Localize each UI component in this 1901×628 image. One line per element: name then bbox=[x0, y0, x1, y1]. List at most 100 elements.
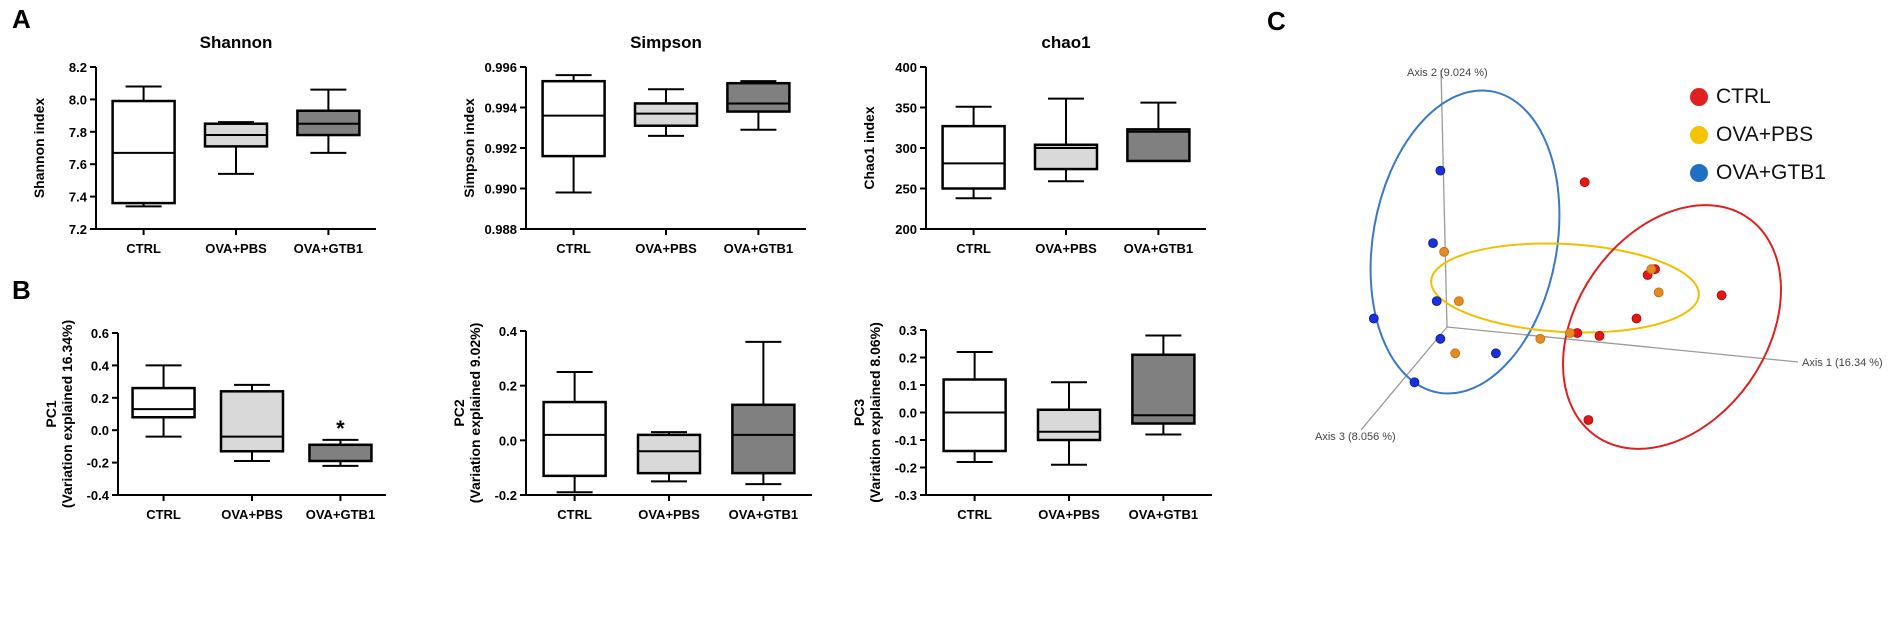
pcoa-point-gtb1 bbox=[1409, 377, 1420, 388]
pc1-y-tick-label: 0.6 bbox=[91, 326, 109, 341]
pcoa-point-gtb1 bbox=[1435, 165, 1446, 176]
pc1-x-tick-label: OVA+GTB1 bbox=[306, 507, 375, 522]
pcoa-point-ctrl bbox=[1631, 313, 1642, 324]
chao1-box-2 bbox=[1126, 101, 1191, 163]
pc2-box-1 bbox=[636, 431, 702, 483]
shannon-x-tick-label: OVA+GTB1 bbox=[294, 241, 363, 256]
pc3-ylabel-2: (Variation explained 8.06%) bbox=[867, 322, 883, 503]
pc3-box-rect bbox=[1131, 353, 1196, 425]
pc1-box-1 bbox=[219, 383, 285, 462]
legend-label-gtb1: OVA+GTB1 bbox=[1716, 161, 1826, 184]
pcoa-ellipse-ctrl bbox=[1562, 204, 1782, 450]
pc1-y-tick-label: -0.2 bbox=[87, 456, 109, 471]
pcoa-point-pbs bbox=[1453, 296, 1464, 307]
simpson-y-tick-label: 0.988 bbox=[484, 222, 517, 237]
pc3-y-tick-label: 0.1 bbox=[899, 378, 917, 393]
chao1-y-tick-label: 350 bbox=[895, 101, 917, 116]
simpson-box-2 bbox=[726, 80, 791, 131]
pc1-box-0 bbox=[131, 364, 196, 438]
pcoa-axis-3-line bbox=[1360, 326, 1448, 431]
pcoa-axis-2-label: Axis 2 (9.024 %) bbox=[1407, 67, 1488, 79]
simpson-y-tick-label: 0.992 bbox=[484, 141, 517, 156]
pcoa-point-gtb1 bbox=[1435, 333, 1446, 344]
pc2-box-rect bbox=[542, 400, 607, 478]
chao1-x-tick-label: CTRL bbox=[956, 241, 991, 256]
legend-label-ctrl: CTRL bbox=[1716, 85, 1771, 108]
pc3-y-tick-label: -0.1 bbox=[895, 433, 917, 448]
pc2-box-rect bbox=[731, 403, 796, 475]
pc3-ylabel: PC3 bbox=[851, 399, 867, 426]
legend-marker-ctrl bbox=[1690, 88, 1708, 106]
pc2-x-tick-label: OVA+PBS bbox=[638, 507, 700, 522]
pcoa-chart: Axis 2 (9.024 %) Axis 1 (16.34 %) Axis 3 (… bbox=[1315, 67, 1883, 450]
chao1-box-rect bbox=[941, 124, 1006, 190]
pcoa-axis-1-line bbox=[1446, 326, 1799, 363]
shannon-y-tick-label: 7.8 bbox=[69, 125, 87, 140]
simpson-x-tick-label: OVA+PBS bbox=[635, 241, 697, 256]
pcoa-point-ctrl bbox=[1716, 290, 1727, 301]
simpson-ylabel: Simpson index bbox=[461, 98, 477, 198]
pc1-chart: 0.6 0.4 0.2 0.0 -0.2 -0.4 PC1 (Variation explai… bbox=[43, 320, 386, 522]
shannon-chart: Shannon 8.2 8.0 7.8 7.6 7.4 7.2 Shannon index CT… bbox=[31, 33, 376, 256]
pc2-box-rect bbox=[636, 433, 702, 475]
pc3-box-rect bbox=[942, 378, 1007, 453]
pc1-box-rect bbox=[308, 443, 373, 463]
chao1-ylabel: Chao1 index bbox=[861, 106, 877, 189]
pcoa-ellipse-pbs bbox=[1430, 242, 1700, 334]
simpson-box-0 bbox=[541, 74, 606, 194]
pcoa-point-ctrl bbox=[1579, 177, 1590, 188]
shannon-x-tick-label: OVA+PBS bbox=[205, 241, 267, 256]
chao1-x-tick-label: OVA+GTB1 bbox=[1124, 241, 1193, 256]
chao1-y-tick-label: 250 bbox=[895, 182, 917, 197]
pcoa-point-gtb1 bbox=[1431, 296, 1442, 307]
pc2-ylabel-2: (Variation explained 9.02%) bbox=[467, 323, 483, 504]
pc3-y-tick-label: -0.3 bbox=[895, 488, 917, 503]
shannon-y-tick-label: 7.6 bbox=[69, 157, 87, 172]
pcoa-point-pbs bbox=[1535, 333, 1546, 344]
pcoa-point-pbs bbox=[1646, 264, 1657, 275]
simpson-x-tick-label: OVA+GTB1 bbox=[724, 241, 793, 256]
pc2-y-tick-label: 0.2 bbox=[499, 379, 517, 394]
pc3-box-1 bbox=[1036, 381, 1102, 466]
pcoa-point-pbs bbox=[1450, 348, 1461, 359]
pc1-significance-annotation: * bbox=[336, 416, 345, 441]
simpson-box-rect bbox=[541, 79, 606, 158]
pc2-ylabel: PC2 bbox=[451, 399, 467, 426]
simpson-title: Simpson bbox=[630, 33, 702, 52]
pcoa-point-pbs bbox=[1564, 328, 1575, 338]
pc2-chart: 0.4 0.2 0.0 -0.2 PC2 (Variation explained 9.0… bbox=[451, 323, 812, 522]
pc3-box-rect bbox=[1036, 408, 1102, 442]
simpson-box-rect bbox=[633, 102, 699, 127]
simpson-y-tick-label: 0.994 bbox=[484, 101, 517, 116]
shannon-y-tick-label: 7.4 bbox=[69, 190, 88, 205]
chao1-chart: chao1 400 350 300 250 200 Chao1 index CTRL OVA+P… bbox=[861, 33, 1206, 256]
pc3-x-tick-label: OVA+PBS bbox=[1038, 507, 1100, 522]
pc1-box-rect bbox=[219, 390, 285, 453]
legend-marker-gtb1 bbox=[1690, 164, 1708, 182]
shannon-box-1 bbox=[203, 121, 269, 175]
simpson-y-tick-label: 0.990 bbox=[484, 182, 517, 197]
chao1-y-tick-label: 400 bbox=[895, 60, 917, 75]
pc2-box-0 bbox=[542, 371, 607, 494]
pc1-y-tick-label: -0.4 bbox=[87, 488, 110, 503]
pc3-box-0 bbox=[942, 351, 1007, 463]
pcoa-point-gtb1 bbox=[1368, 313, 1379, 324]
pcoa-ellipse-gtb1 bbox=[1369, 89, 1561, 395]
panel-letter-b: B bbox=[12, 275, 31, 305]
pc3-y-tick-label: 0.2 bbox=[899, 351, 917, 366]
pc3-x-tick-label: CTRL bbox=[957, 507, 992, 522]
shannon-y-tick-label: 7.2 bbox=[69, 222, 87, 237]
chao1-y-tick-label: 300 bbox=[895, 141, 917, 156]
pc1-box-2 bbox=[308, 438, 373, 467]
shannon-box-2 bbox=[296, 88, 361, 154]
pcoa-point-ctrl bbox=[1594, 330, 1605, 341]
chao1-x-tick-label: OVA+PBS bbox=[1035, 241, 1097, 256]
pc2-box-2 bbox=[731, 340, 796, 486]
pc2-y-tick-label: -0.2 bbox=[495, 488, 517, 503]
pc1-ylabel: PC1 bbox=[43, 400, 59, 427]
pc3-y-tick-label: 0.3 bbox=[899, 323, 917, 338]
panel-letter-c: C bbox=[1267, 6, 1286, 36]
pc3-y-tick-label: 0.0 bbox=[899, 406, 917, 421]
shannon-title: Shannon bbox=[200, 33, 273, 52]
pc3-chart: 0.3 0.2 0.1 0.0 -0.1 -0.2 -0.3 PC3 (Variation ex… bbox=[851, 322, 1212, 522]
